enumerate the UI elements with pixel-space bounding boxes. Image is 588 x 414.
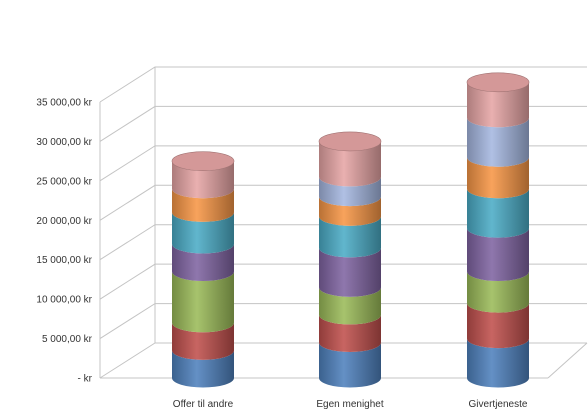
bar-segment xyxy=(467,157,529,199)
x-axis-labels: Offer til andre Egen menighet Givertjenest… xyxy=(173,399,528,410)
bar-top-cap xyxy=(318,131,382,152)
y-tick-label: 35 000,00 kr xyxy=(36,98,92,109)
x-category-label: Givertjeneste xyxy=(469,399,528,410)
bar-segment xyxy=(467,338,529,388)
bar-top-cap xyxy=(466,72,530,93)
bar-segment xyxy=(172,212,234,254)
bar-segment xyxy=(319,176,381,207)
bar-segment xyxy=(319,247,381,297)
y-tick-label: 30 000,00 kr xyxy=(36,137,92,148)
bar-segment xyxy=(172,350,234,388)
bar-segment xyxy=(319,287,381,325)
bar-stack xyxy=(318,131,382,388)
y-tick-label: 15 000,00 kr xyxy=(36,255,92,266)
bar-segment xyxy=(172,271,234,333)
y-tick-label: - kr xyxy=(78,374,93,385)
y-tick-label: 25 000,00 kr xyxy=(36,176,92,187)
bar-top-cap xyxy=(171,151,235,171)
bar-segment xyxy=(172,188,234,222)
bar-segment xyxy=(319,342,381,388)
bars xyxy=(171,72,530,388)
bar-segment xyxy=(172,161,234,199)
y-tick-label: 10 000,00 kr xyxy=(36,295,92,306)
y-axis-ticks: - kr 5 000,00 kr 10 000,00 kr 15 000,00 kr 2… xyxy=(36,98,92,385)
bar-segment xyxy=(319,216,381,258)
bar-segment xyxy=(467,228,529,282)
x-category-label: Egen menighet xyxy=(316,399,383,410)
bar-segment xyxy=(467,117,529,167)
bar-segment xyxy=(172,243,234,282)
bar-segment xyxy=(467,303,529,349)
bar-segment xyxy=(319,314,381,353)
bar-segment xyxy=(467,188,529,238)
bar-segment xyxy=(319,141,381,187)
bar-segment xyxy=(467,82,529,128)
floor-right-edge xyxy=(547,342,588,379)
bar-segment xyxy=(467,271,529,313)
x-category-label: Offer til andre xyxy=(173,399,234,410)
y-tick-label: 5 000,00 kr xyxy=(42,334,93,345)
bar-stack xyxy=(466,72,530,388)
bar-stack xyxy=(171,151,235,388)
bar-segment xyxy=(319,196,381,226)
y-tick-label: 20 000,00 kr xyxy=(36,216,92,227)
bar-segment xyxy=(172,322,234,360)
